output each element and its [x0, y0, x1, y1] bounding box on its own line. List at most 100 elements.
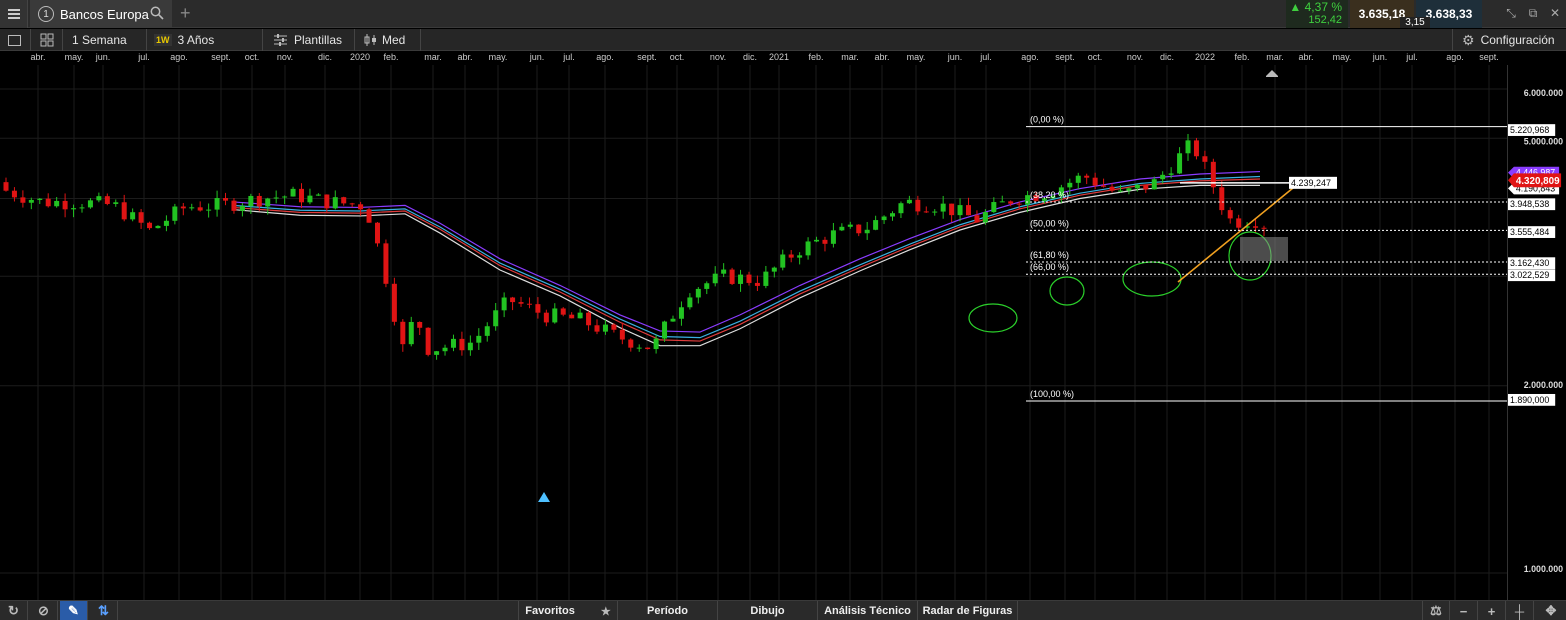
candle-body: [1236, 218, 1242, 228]
candle-body: [206, 209, 212, 211]
home-marker-icon: [1266, 70, 1278, 77]
candle-body: [383, 243, 389, 284]
candle-body: [535, 304, 541, 313]
popout-icon[interactable]: ⧉: [1528, 6, 1538, 20]
candle-body: [1041, 198, 1047, 201]
time-axis-label: jul.: [138, 52, 150, 62]
price-tag-text: 1.890,000: [1510, 395, 1549, 405]
scale-icon[interactable]: ⚖: [1422, 601, 1450, 620]
candle-body: [189, 207, 195, 209]
pencil-icon[interactable]: ✎: [60, 601, 88, 620]
price-tag-bg: [1508, 226, 1556, 238]
templates-button[interactable]: Plantillas: [274, 29, 342, 51]
candle-body: [366, 209, 372, 223]
refresh-icon[interactable]: ↻: [0, 601, 28, 620]
grid-layout-icon: [40, 33, 54, 47]
time-axis-label: ago.: [170, 52, 188, 62]
price-tick-label: 1.000.000: [1524, 564, 1563, 574]
candle-body: [1151, 179, 1157, 190]
time-axis-label: ago.: [1021, 52, 1039, 62]
candle-body: [526, 303, 532, 305]
time-axis-label: sept.: [1055, 52, 1075, 62]
time-axis-label: mar.: [1266, 52, 1284, 62]
zoom-out-icon[interactable]: −: [1450, 601, 1478, 620]
candle-body: [771, 267, 777, 272]
time-axis-label: feb.: [1234, 52, 1250, 62]
period-selector[interactable]: 1 Semana: [72, 29, 127, 51]
candle-body: [712, 273, 718, 284]
price-chart[interactable]: (0,00 %) (38,20 %) (50,00 %) (61,80 %) (66,0…: [0, 65, 1507, 600]
candles: [3, 133, 1267, 360]
settings-button[interactable]: ⚙ Configuración: [1462, 29, 1555, 51]
close-icon[interactable]: ✕: [1549, 6, 1561, 20]
drawing-label: Dibujo: [750, 605, 785, 617]
chart-type-button[interactable]: Med: [364, 29, 405, 51]
candle-body: [518, 302, 524, 304]
candle-body: [864, 229, 870, 234]
add-tab-icon[interactable]: +: [180, 3, 191, 23]
time-axis-label: jun.: [529, 52, 545, 62]
time-axis-label: oct.: [244, 52, 260, 62]
crosshair-icon[interactable]: ┼: [1506, 601, 1534, 620]
search-icon[interactable]: [150, 6, 164, 20]
no-draw-icon[interactable]: ⊘: [30, 601, 58, 620]
candle-body: [96, 196, 102, 201]
line-value-text: 4.239,247: [1291, 178, 1331, 188]
candle-body: [569, 314, 575, 319]
candle-body: [619, 329, 625, 340]
pattern-radar-button[interactable]: Radar de Figuras: [918, 601, 1018, 620]
candle-body: [839, 226, 845, 231]
candle-body: [763, 271, 769, 286]
ma-tag-text: 4.190,843: [1516, 183, 1555, 193]
candle-body: [915, 199, 921, 212]
candle-body: [965, 205, 971, 216]
change-absolute: 152,42: [1308, 14, 1342, 26]
layout-button[interactable]: [40, 29, 54, 51]
range-selector[interactable]: 1W 3 Años: [154, 29, 214, 51]
fibonacci-label: (61,80 %): [1030, 250, 1069, 260]
candle-body: [1033, 195, 1039, 201]
time-axis-label: abr.: [457, 52, 473, 62]
candle-body: [611, 324, 617, 330]
price-tag-text: 3.555,484: [1510, 227, 1549, 237]
technical-analysis-button[interactable]: Análisis Técnico: [818, 601, 918, 620]
pan-icon[interactable]: ✥: [1545, 603, 1557, 618]
candle-body: [400, 321, 406, 345]
gear-icon: ⚙: [1462, 31, 1475, 48]
candle-body: [417, 321, 423, 328]
candle-body: [898, 203, 904, 214]
candle-body: [1058, 187, 1064, 197]
candle-body: [729, 269, 735, 284]
templates-icon: [274, 34, 287, 46]
sort-icon[interactable]: ⇅: [90, 601, 118, 620]
fibonacci: (0,00 %) (38,20 %) (50,00 %) (61,80 %) (66,0…: [1026, 115, 1507, 402]
candle-body: [687, 297, 693, 308]
line-value-tag: 4.239,247: [1289, 176, 1337, 189]
price-axis[interactable]: 6.000.000 5.000.000 2.000.000 1.000.000 5.22…: [1507, 65, 1566, 600]
price-tag-text: 3.948,538: [1510, 199, 1549, 209]
candle-body: [358, 204, 364, 210]
menu-button[interactable]: [0, 0, 28, 28]
candle-body: [1016, 203, 1022, 205]
period-button[interactable]: Período: [618, 601, 718, 620]
instrument-tab[interactable]: 1 Bancos Europa: [30, 0, 172, 28]
range-label: 3 Años: [177, 33, 215, 47]
candle-body: [636, 347, 642, 349]
bid-price[interactable]: 3.635,18: [1350, 0, 1414, 28]
candle-body: [315, 194, 321, 196]
collapse-icon[interactable]: ⤡: [1506, 6, 1516, 20]
candle-body: [1185, 140, 1191, 154]
candle-body: [476, 335, 482, 343]
candle-body: [45, 198, 51, 207]
drawing-button[interactable]: Dibujo: [718, 601, 818, 620]
zoom-in-icon[interactable]: +: [1478, 601, 1506, 620]
favorites-button[interactable]: Favoritos ★: [518, 601, 618, 620]
candle-body: [552, 308, 558, 323]
period-badge: 1W: [154, 34, 172, 46]
candle-body: [459, 338, 465, 351]
price-tag-bg: [1508, 257, 1556, 270]
candle-body: [856, 224, 862, 234]
candle-body: [163, 220, 169, 226]
panel-toggle[interactable]: [8, 29, 21, 51]
candle-body: [560, 308, 566, 315]
